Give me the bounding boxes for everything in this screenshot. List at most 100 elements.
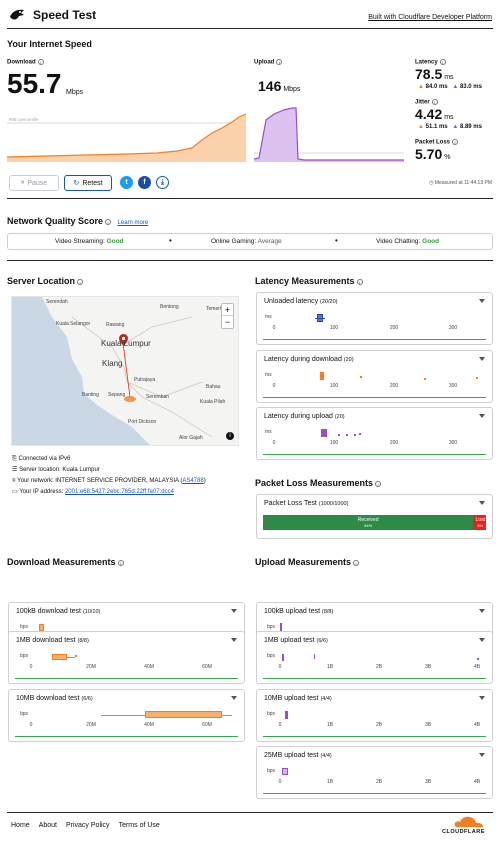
quality-chatting: Video Chatting: Good bbox=[376, 238, 440, 245]
map-info-icon[interactable]: i bbox=[226, 432, 234, 440]
separator-dot: • bbox=[335, 236, 338, 245]
download-results-icon[interactable]: ⤓ bbox=[156, 176, 169, 189]
latency-card-upload[interactable]: Latency during upload (20) ms 0 100 200 … bbox=[256, 407, 493, 460]
map-sea bbox=[12, 297, 150, 445]
download-chart bbox=[7, 113, 246, 162]
jitter-loaded: ▲ 51.1 ms ▲ 8.89 ms bbox=[418, 124, 482, 130]
upload-arrow-icon: ▲ bbox=[452, 124, 459, 130]
packet-loss-card[interactable]: Packet Loss Test (1000/1000) Received 94%… bbox=[256, 494, 493, 539]
info-icon[interactable]: i bbox=[452, 139, 459, 145]
upload-card-25mb[interactable]: 25MB upload test (4/4) bps 0 1B 2B 3B 4B bbox=[256, 746, 493, 799]
map-label: Putrajaya bbox=[134, 377, 156, 383]
built-with-link[interactable]: Built with Cloudflare Developer Platform bbox=[368, 14, 492, 21]
info-icon[interactable]: i bbox=[356, 278, 363, 285]
chevron-down-icon[interactable] bbox=[479, 638, 485, 642]
cloudflare-logo[interactable]: CLOUDFLARE bbox=[442, 816, 492, 836]
zoom-in-button[interactable]: + bbox=[222, 304, 233, 316]
card-title: 10MB upload test (4/4) bbox=[264, 695, 332, 702]
computer-icon: ▭ bbox=[12, 489, 18, 495]
info-icon[interactable]: i bbox=[117, 559, 124, 566]
card-title: 100kB download test (10/10) bbox=[16, 608, 101, 615]
latency-card-download[interactable]: Latency during download (20) ms 0 100 20… bbox=[256, 350, 493, 403]
latency-card-unloaded[interactable]: Unloaded latency (20/20) ms 0 100 200 30… bbox=[256, 292, 493, 345]
upload-measurements-heading: Upload Measurements i bbox=[255, 557, 360, 567]
info-icon[interactable]: i bbox=[431, 99, 438, 105]
packet-loss-heading: Packet Loss Measurements i bbox=[255, 478, 382, 488]
separator-dot: • bbox=[169, 236, 172, 245]
map-label: Kuala Selangor bbox=[56, 321, 91, 327]
packet-loss-value: 5.70 % bbox=[415, 146, 451, 162]
upload-card-1mb[interactable]: 1MB upload test (6/6) bps 0 1B 2B 3B 4B bbox=[256, 631, 493, 684]
download-card-10mb[interactable]: 10MB download test (6/6) bps 0 20M 40M 6… bbox=[8, 689, 245, 742]
download-arrow-icon: ▲ bbox=[418, 84, 424, 90]
map-pin-icon bbox=[119, 334, 128, 346]
card-title: Packet Loss Test (1000/1000) bbox=[264, 500, 349, 507]
quality-heading: Network Quality Score i Learn more bbox=[7, 216, 149, 226]
zoom-controls: + − bbox=[221, 303, 234, 329]
logo-icon bbox=[9, 8, 25, 22]
card-title: 100kB upload test (8/8) bbox=[264, 608, 334, 615]
info-icon[interactable]: i bbox=[77, 278, 84, 285]
upload-label: Upload i bbox=[254, 59, 283, 66]
download-area bbox=[7, 114, 246, 162]
retest-button[interactable]: ↻ Retest bbox=[64, 175, 112, 191]
packet-loss-label: Packet Loss i bbox=[415, 139, 459, 146]
facebook-icon[interactable]: f bbox=[138, 176, 151, 189]
map-label: Rawang bbox=[106, 322, 125, 328]
info-icon[interactable]: i bbox=[353, 559, 360, 566]
info-icon[interactable]: i bbox=[439, 59, 446, 65]
download-arrow-icon: ▲ bbox=[418, 124, 424, 130]
chevron-down-icon[interactable] bbox=[479, 501, 485, 505]
info-icon[interactable]: i bbox=[375, 480, 382, 487]
zoom-out-button[interactable]: − bbox=[224, 317, 231, 327]
footer-link-about[interactable]: About bbox=[38, 822, 57, 829]
info-icon[interactable]: i bbox=[37, 59, 44, 65]
server-details: ⎘ Connected via IPv6 ☰ Server location: … bbox=[12, 454, 206, 498]
card-title: Latency during download (20) bbox=[264, 356, 354, 363]
map-label: Serendah bbox=[46, 299, 68, 305]
info-icon[interactable]: i bbox=[105, 218, 112, 225]
pause-button[interactable]: ⏸ Pause bbox=[9, 175, 59, 191]
map-label: Bentong bbox=[160, 304, 179, 310]
jitter-label: Jitter i bbox=[415, 99, 438, 106]
clock-icon: ◷ bbox=[429, 180, 434, 186]
chevron-down-icon[interactable] bbox=[479, 414, 485, 418]
network-icon: ⎘ bbox=[12, 456, 17, 462]
footer-link-home[interactable]: Home bbox=[11, 822, 30, 829]
lost-segment: Lost 6% bbox=[475, 517, 485, 528]
latency-value: 78.5 ms bbox=[415, 66, 454, 82]
download-measurements-heading: Download Measurements i bbox=[7, 557, 124, 567]
chevron-down-icon[interactable] bbox=[479, 299, 485, 303]
twitter-icon[interactable]: t bbox=[120, 176, 133, 189]
network-row: ⌾ Your network: INTERNET SERVICE PROVIDE… bbox=[12, 478, 206, 484]
app-title: Speed Test bbox=[33, 8, 97, 22]
server-map[interactable]: Serendah Bentong Temerloh Kuala Selangor… bbox=[11, 296, 239, 446]
asn-link[interactable]: AS4788 bbox=[182, 478, 204, 484]
ip-row: ▭ Your IP address: 2001:e68:5427:2ebc:76… bbox=[12, 489, 174, 495]
learn-more-link[interactable]: Learn more bbox=[117, 220, 149, 226]
chevron-down-icon[interactable] bbox=[231, 696, 237, 700]
upload-card-10mb[interactable]: 10MB upload test (4/4) bps 0 1B 2B 3B 4B bbox=[256, 689, 493, 742]
footer-link-privacy[interactable]: Privacy Policy bbox=[65, 822, 110, 829]
footer-link-terms[interactable]: Terms of Use bbox=[118, 822, 160, 829]
speed-heading: Your Internet Speed bbox=[7, 39, 92, 49]
chevron-down-icon[interactable] bbox=[231, 609, 237, 613]
card-title: 25MB upload test (4/4) bbox=[264, 752, 332, 759]
chevron-down-icon[interactable] bbox=[479, 357, 485, 361]
percentile-label: 90th percentile bbox=[9, 117, 39, 122]
card-title: Unloaded latency (20/20) bbox=[264, 298, 338, 305]
quality-bar: Video Streaming: Good • Online Gaming: A… bbox=[7, 233, 493, 250]
upload-line bbox=[254, 107, 404, 161]
map-label: Sepang bbox=[108, 392, 126, 398]
server-icon: ☰ bbox=[12, 467, 18, 473]
chevron-down-icon[interactable] bbox=[479, 696, 485, 700]
ip-link[interactable]: 2001:e68:5427:2ebc:765d:22ff:fe07:dcc4 bbox=[64, 489, 174, 495]
chevron-down-icon[interactable] bbox=[231, 638, 237, 642]
chevron-down-icon[interactable] bbox=[479, 609, 485, 613]
download-card-1mb[interactable]: 1MB download test (8/8) bps 0 20M 40M 60… bbox=[8, 631, 245, 684]
server-heading: Server Location i bbox=[7, 276, 84, 286]
info-icon[interactable]: i bbox=[276, 59, 283, 65]
download-label: Download i bbox=[7, 59, 44, 66]
upload-value: 146 Mbps bbox=[258, 78, 301, 94]
chevron-down-icon[interactable] bbox=[479, 753, 485, 757]
